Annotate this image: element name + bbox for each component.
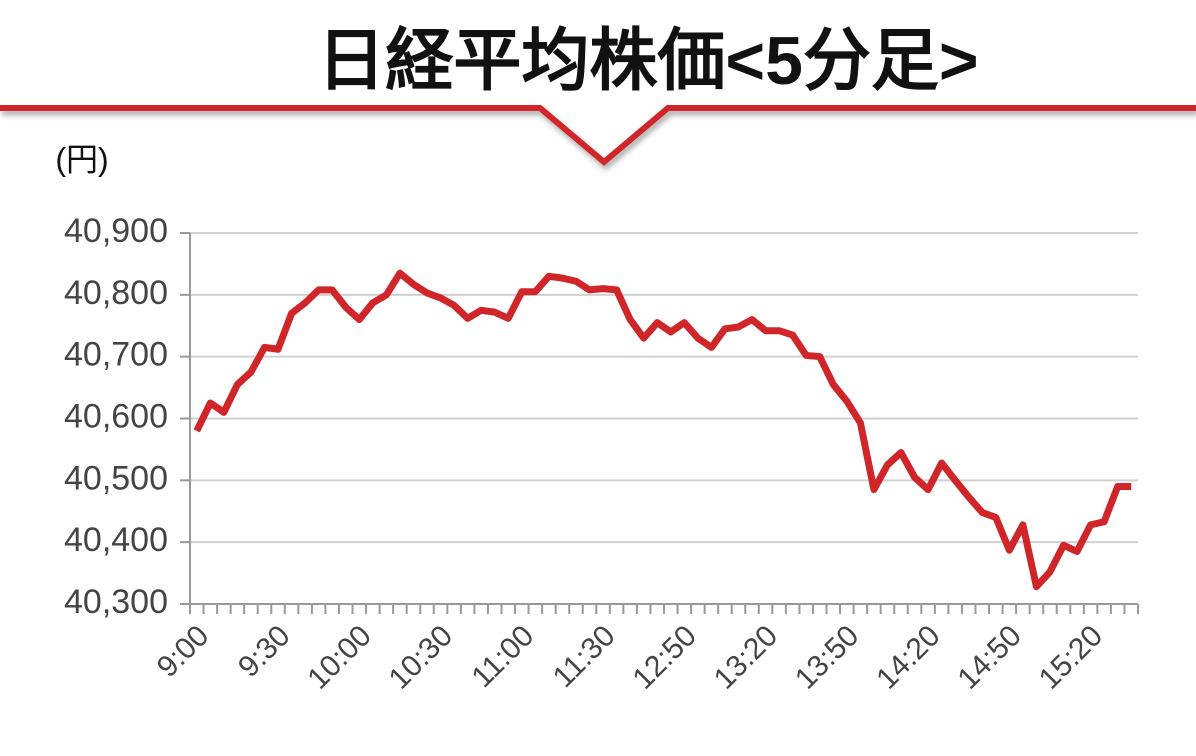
x-tick-label: 9:30 xyxy=(232,619,297,684)
y-tick-label: 40,300 xyxy=(64,583,168,621)
y-tick-label: 40,800 xyxy=(64,274,168,312)
x-tick-label: 12:50 xyxy=(626,619,702,695)
x-tick-label: 11:00 xyxy=(465,619,540,694)
y-tick-label: 40,700 xyxy=(64,336,168,374)
line xyxy=(193,269,1132,591)
x-tick-label: 14:20 xyxy=(870,619,946,695)
y-tick-label: 40,900 xyxy=(64,212,168,250)
header-rule xyxy=(0,105,1196,166)
x-tick-label: 9:00 xyxy=(151,619,216,684)
x-tick-label: 13:50 xyxy=(789,619,865,695)
chart-title: 日経平均株価<5分足> xyxy=(317,23,978,99)
x-tick-label: 15:20 xyxy=(1033,619,1109,695)
x-tick-label: 13:20 xyxy=(708,619,784,695)
x-tick-label: 11:30 xyxy=(547,619,622,694)
x-tick-label: 10:30 xyxy=(383,619,459,695)
y-tick-label: 40,500 xyxy=(64,459,168,497)
y-tick-label: 40,400 xyxy=(64,521,168,559)
x-tick-label: 14:50 xyxy=(951,619,1027,695)
y-unit: (円) xyxy=(55,141,108,177)
x-tick-label: 10:00 xyxy=(301,619,377,695)
y-tick-label: 40,600 xyxy=(64,397,168,435)
